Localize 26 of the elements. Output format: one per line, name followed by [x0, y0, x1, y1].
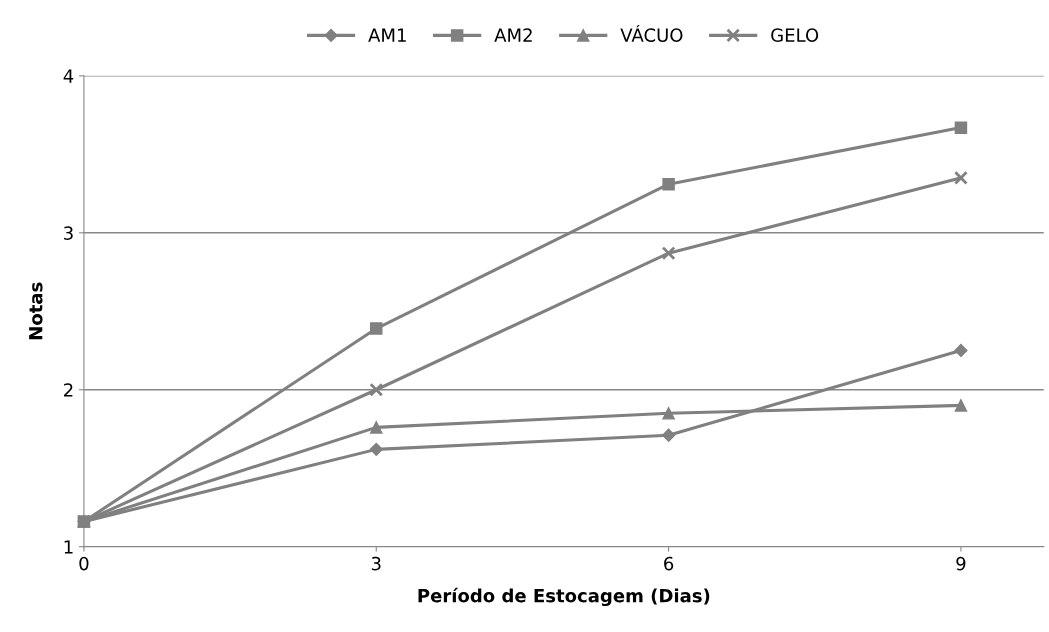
point	[370, 421, 383, 434]
x-tick-label: 6	[664, 556, 674, 571]
x-axis-title: Período de Estocagem (Dias)	[418, 587, 710, 607]
x-tick-label: 9	[956, 556, 966, 571]
y-tick-label: 3	[64, 226, 73, 240]
y-tick-label: 2	[64, 383, 73, 397]
point	[370, 322, 383, 335]
point	[369, 382, 384, 397]
point	[662, 407, 675, 420]
point	[369, 442, 383, 456]
y-tick-label: 4	[63, 69, 74, 83]
y-axis-title: Notas	[29, 282, 43, 340]
point	[953, 170, 968, 185]
point	[954, 399, 968, 412]
legend-label: AM1	[368, 28, 406, 42]
x-tick-label: 3	[371, 556, 381, 571]
legend-label: AM2	[494, 28, 532, 42]
legend-label: GELO	[771, 28, 819, 42]
point	[661, 246, 676, 261]
point	[954, 121, 968, 134]
y-tick-label: 1	[64, 540, 73, 554]
point	[954, 343, 968, 358]
point	[662, 177, 675, 191]
x-tick-label: 0	[79, 556, 89, 571]
legend-label: VÁCUO	[620, 25, 683, 42]
point	[662, 428, 676, 442]
